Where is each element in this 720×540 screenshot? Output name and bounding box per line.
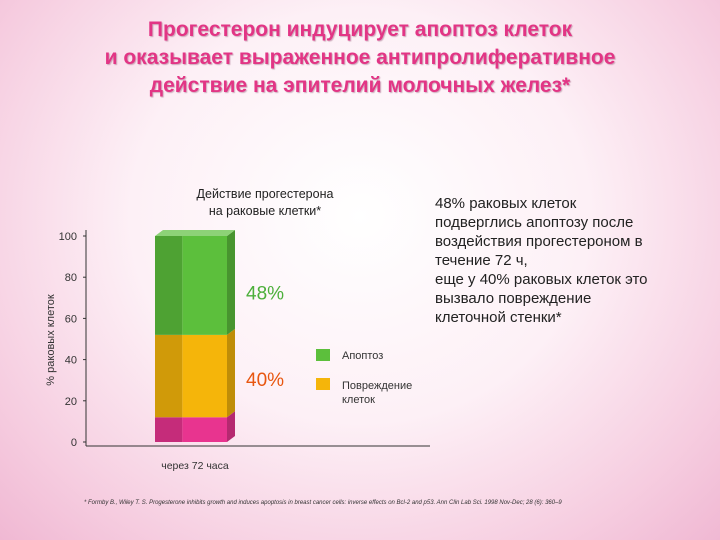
y-tick-label: 80: [65, 272, 77, 284]
footnote: * Formby B., Wiley T. S. Progesterone in…: [84, 500, 562, 506]
description-line: вызвало повреждение: [435, 290, 592, 307]
description-line: подверглись апоптозу после: [435, 214, 634, 231]
y-tick-label: 0: [71, 437, 77, 449]
legend-label-apoptosis: Апоптоз: [342, 350, 383, 362]
data-label-apoptosis: 48%: [246, 283, 284, 304]
bar-segment-left: [155, 236, 183, 335]
description-text: 48% раковых клеток подверглись апоптозу …: [435, 194, 705, 327]
y-tick-label: 40: [65, 355, 77, 367]
y-tick-label: 20: [65, 396, 77, 408]
chart-title-line-2: на раковые клетки*: [208, 204, 322, 218]
title-line-2: и оказывает выраженное антипролиферативн…: [104, 46, 616, 69]
chart-title: Действие прогестерона на раковые клетки*: [150, 186, 380, 220]
chart-title-line-1: Действие прогестерона: [196, 187, 334, 201]
bar-segment-side: [227, 411, 235, 442]
legend-swatch-apoptosis: [316, 349, 330, 361]
bar-segment: [182, 236, 227, 335]
x-category-label: через 72 часа: [161, 460, 229, 472]
description-line: 48% раковых клеток: [435, 195, 577, 212]
bar-segment: [182, 417, 227, 442]
legend-swatch-damage: [316, 378, 330, 390]
bar-segment-side: [227, 230, 235, 335]
bar-segment-left: [155, 334, 183, 418]
description-line: течение 72 ч,: [435, 252, 528, 269]
y-tick-label: 60: [65, 313, 77, 325]
bar-segment: [182, 334, 227, 418]
description-line: воздействия прогестероном в: [435, 233, 643, 250]
legend-label-damage-line1: Повреждение: [342, 380, 412, 392]
title-line-1: Прогестерон индуцирует апоптоз клеток: [147, 18, 573, 41]
title-line-3: действие на эпителий молочных желез*: [149, 74, 571, 97]
bar-segment-left: [155, 417, 183, 442]
description-line: еще у 40% раковых клеток это: [435, 271, 648, 288]
legend-label-damage-line2: клеток: [342, 394, 375, 406]
description-line: клеточной стенки*: [435, 309, 562, 326]
page-title: Прогестерон индуцирует апоптоз клеток и …: [0, 16, 720, 100]
bar-top-face: [155, 230, 235, 236]
y-axis-label: % раковых клеток: [45, 294, 57, 386]
bar-segment-side: [227, 328, 235, 418]
data-label-damage: 40%: [246, 370, 284, 391]
y-tick-label: 100: [59, 231, 77, 243]
